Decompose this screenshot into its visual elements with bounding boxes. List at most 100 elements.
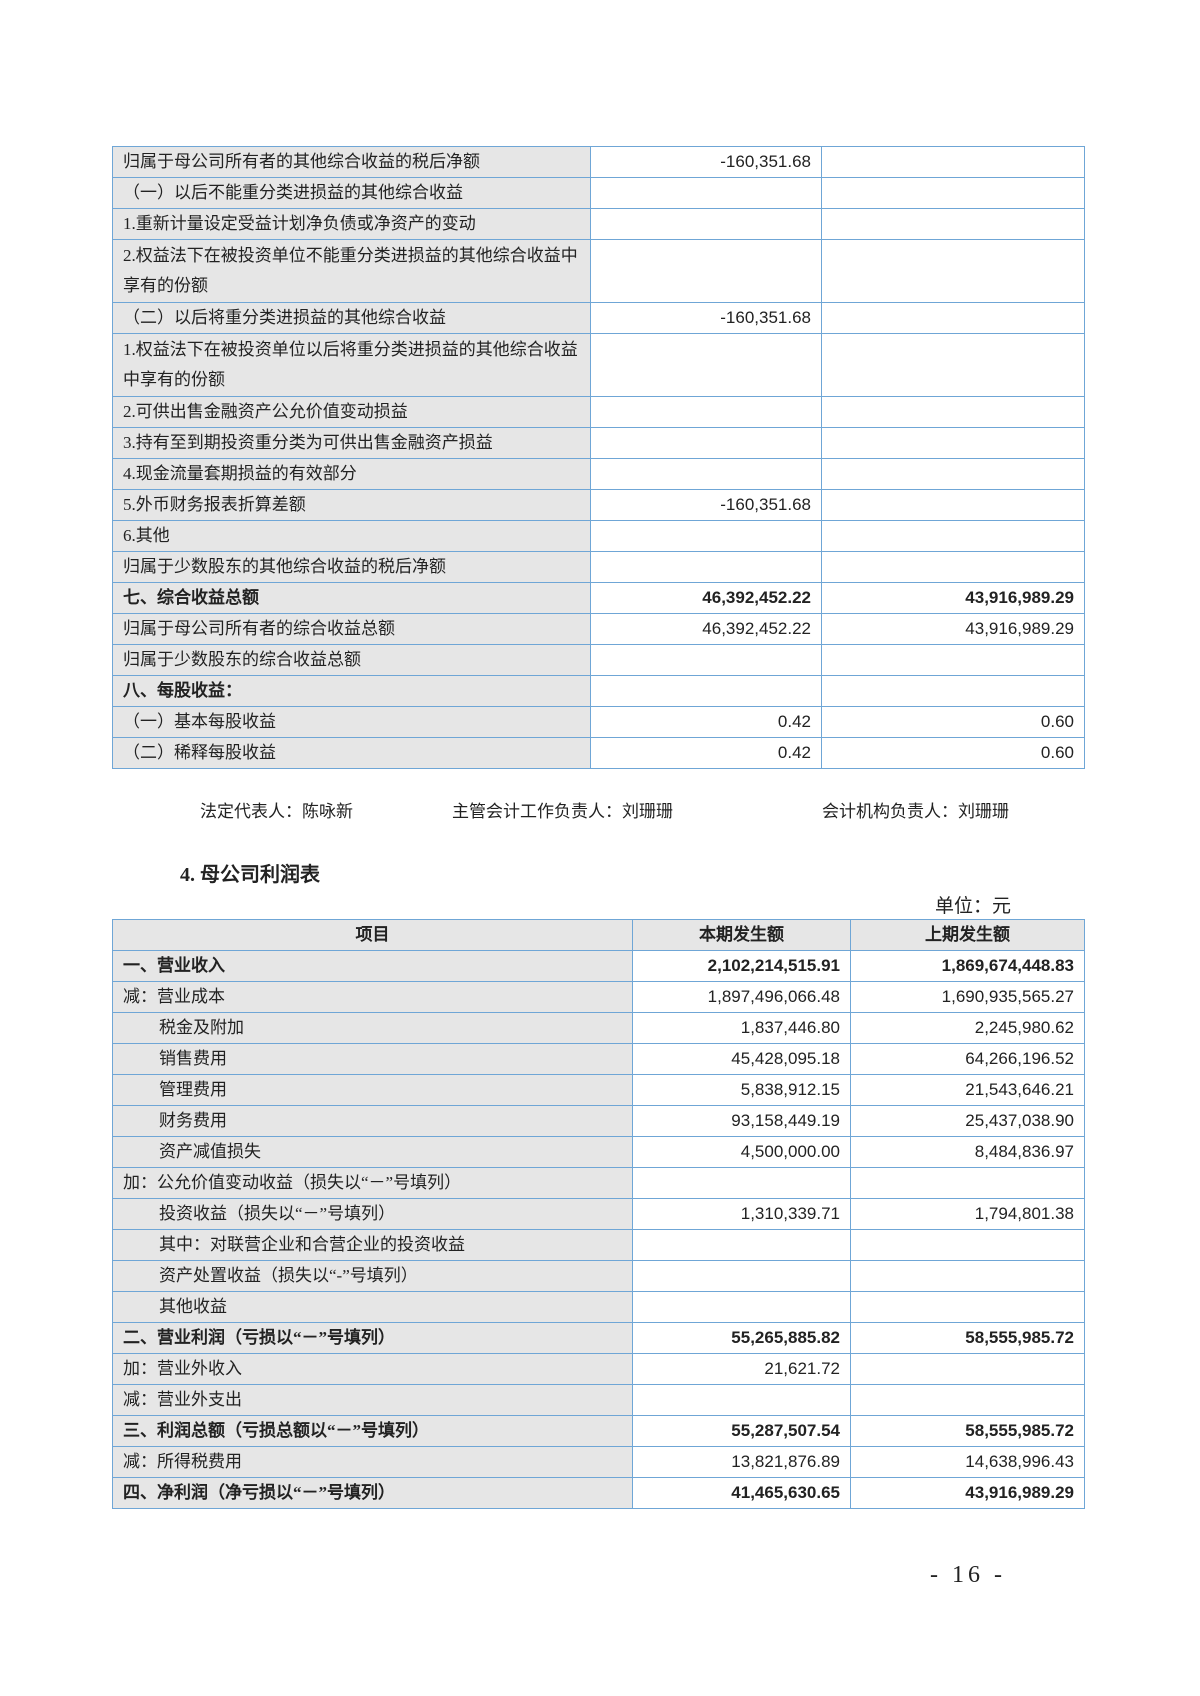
table-row: 资产处置收益（损失以“-”号填列） — [112, 1260, 1085, 1292]
row-label: 归属于少数股东的其他综合收益的税后净额 — [112, 551, 591, 583]
row-label: 减：营业成本 — [112, 981, 633, 1013]
current-period-value: -160,351.68 — [590, 146, 822, 178]
prior-period-value: 1,794,801.38 — [850, 1198, 1085, 1230]
section-heading: 4. 母公司利润表 — [180, 864, 320, 886]
current-period-value: 0.42 — [590, 706, 822, 738]
table-row: 减：所得税费用 13,821,876.89 14,638,996.43 — [112, 1446, 1085, 1478]
current-period-value — [632, 1167, 851, 1199]
current-period-value — [590, 675, 822, 707]
current-period-value: 41,465,630.65 — [632, 1477, 851, 1509]
table-row: （一）基本每股收益 0.42 0.60 — [112, 706, 1085, 738]
prior-period-value: 58,555,985.72 — [850, 1322, 1085, 1354]
prior-period-value: 25,437,038.90 — [850, 1105, 1085, 1137]
row-label: 财务费用 — [112, 1105, 633, 1137]
prior-period-value — [821, 146, 1085, 178]
header-prior: 上期发生额 — [850, 919, 1085, 951]
current-period-value: 45,428,095.18 — [632, 1043, 851, 1075]
row-label: 四、净利润（净亏损以“－”号填列） — [112, 1477, 633, 1509]
parent-income-statement-table: 项目 本期发生额 上期发生额 一、营业收入 2,102,214,515.91 1,8… — [112, 919, 1085, 1509]
prior-period-value: 1,690,935,565.27 — [850, 981, 1085, 1013]
row-label: 1.权益法下在被投资单位以后将重分类进损益的其他综合收益中享有的份额 — [112, 333, 591, 397]
prior-period-value — [821, 489, 1085, 521]
row-label: 资产减值损失 — [112, 1136, 633, 1168]
row-label: 1.重新计量设定受益计划净负债或净资产的变动 — [112, 208, 591, 240]
row-label: 归属于母公司所有者的其他综合收益的税后净额 — [112, 146, 591, 178]
row-label: 减：营业外支出 — [112, 1384, 633, 1416]
table-row: 税金及附加 1,837,446.80 2,245,980.62 — [112, 1012, 1085, 1044]
current-period-value: -160,351.68 — [590, 302, 822, 334]
row-label: 归属于少数股东的综合收益总额 — [112, 644, 591, 676]
prior-period-value — [821, 239, 1085, 303]
prior-period-value: 14,638,996.43 — [850, 1446, 1085, 1478]
comprehensive-income-table: 归属于母公司所有者的其他综合收益的税后净额 -160,351.68 （一）以后不能重… — [112, 146, 1085, 769]
prior-period-value — [821, 208, 1085, 240]
row-label: 减：所得税费用 — [112, 1446, 633, 1478]
prior-period-value — [821, 644, 1085, 676]
prior-period-value — [850, 1384, 1085, 1416]
table-row: （二）以后将重分类进损益的其他综合收益 -160,351.68 — [112, 302, 1085, 334]
row-label: 3.持有至到期投资重分类为可供出售金融资产损益 — [112, 427, 591, 459]
prior-period-value: 43,916,989.29 — [850, 1477, 1085, 1509]
current-period-value — [632, 1260, 851, 1292]
current-period-value — [632, 1384, 851, 1416]
row-label: 5.外币财务报表折算差额 — [112, 489, 591, 521]
prior-period-value — [821, 458, 1085, 490]
row-label: 销售费用 — [112, 1043, 633, 1075]
row-label: 4.现金流量套期损益的有效部分 — [112, 458, 591, 490]
row-label: 6.其他 — [112, 520, 591, 552]
table-row: 2.权益法下在被投资单位不能重分类进损益的其他综合收益中享有的份额 — [112, 239, 1085, 303]
table-row: 归属于少数股东的其他综合收益的税后净额 — [112, 551, 1085, 583]
table-row: 1.重新计量设定受益计划净负债或净资产的变动 — [112, 208, 1085, 240]
table-row: 2.可供出售金融资产公允价值变动损益 — [112, 396, 1085, 428]
prior-period-value — [821, 177, 1085, 209]
prior-period-value: 21,543,646.21 — [850, 1074, 1085, 1106]
current-period-value: 93,158,449.19 — [632, 1105, 851, 1137]
row-label: 投资收益（损失以“－”号填列） — [112, 1198, 633, 1230]
prior-period-value: 0.60 — [821, 737, 1085, 769]
prior-period-value: 0.60 — [821, 706, 1085, 738]
table-row: 5.外币财务报表折算差额 -160,351.68 — [112, 489, 1085, 521]
row-label: （一）以后不能重分类进损益的其他综合收益 — [112, 177, 591, 209]
current-period-value: 46,392,452.22 — [590, 582, 822, 614]
table-row: 财务费用 93,158,449.19 25,437,038.90 — [112, 1105, 1085, 1137]
header-current: 本期发生额 — [632, 919, 851, 951]
row-label: 加：营业外收入 — [112, 1353, 633, 1385]
current-period-value: 1,897,496,066.48 — [632, 981, 851, 1013]
table-row: 其他收益 — [112, 1291, 1085, 1323]
current-period-value: 0.42 — [590, 737, 822, 769]
current-period-value — [632, 1291, 851, 1323]
prior-period-value — [821, 333, 1085, 397]
row-label: （一）基本每股收益 — [112, 706, 591, 738]
row-label: （二）以后将重分类进损益的其他综合收益 — [112, 302, 591, 334]
prior-period-value — [821, 396, 1085, 428]
table-row: 七、综合收益总额 46,392,452.22 43,916,989.29 — [112, 582, 1085, 614]
row-label: 2.权益法下在被投资单位不能重分类进损益的其他综合收益中享有的份额 — [112, 239, 591, 303]
row-label: 三、利润总额（亏损总额以“－”号填列） — [112, 1415, 633, 1447]
current-period-value — [632, 1229, 851, 1261]
current-period-value: 5,838,912.15 — [632, 1074, 851, 1106]
table-row: 加：营业外收入 21,621.72 — [112, 1353, 1085, 1385]
table-row: 4.现金流量套期损益的有效部分 — [112, 458, 1085, 490]
table-row: 三、利润总额（亏损总额以“－”号填列） 55,287,507.54 58,555,9… — [112, 1415, 1085, 1447]
row-label: 二、营业利润（亏损以“－”号填列） — [112, 1322, 633, 1354]
current-period-value — [590, 239, 822, 303]
prior-period-value — [821, 302, 1085, 334]
row-label: （二）稀释每股收益 — [112, 737, 591, 769]
current-period-value — [590, 427, 822, 459]
table-row: （二）稀释每股收益 0.42 0.60 — [112, 737, 1085, 769]
current-period-value — [590, 520, 822, 552]
row-label: 其他收益 — [112, 1291, 633, 1323]
prior-period-value — [850, 1353, 1085, 1385]
prior-period-value — [821, 427, 1085, 459]
row-label: 管理费用 — [112, 1074, 633, 1106]
current-period-value — [590, 644, 822, 676]
row-label: 资产处置收益（损失以“-”号填列） — [112, 1260, 633, 1292]
prior-period-value — [821, 520, 1085, 552]
unit-label: 单位：元 — [935, 896, 1012, 917]
current-period-value: 21,621.72 — [632, 1353, 851, 1385]
table-row: 八、每股收益： — [112, 675, 1085, 707]
prior-period-value — [850, 1229, 1085, 1261]
prior-period-value — [850, 1291, 1085, 1323]
current-period-value: 2,102,214,515.91 — [632, 950, 851, 982]
current-period-value: -160,351.68 — [590, 489, 822, 521]
